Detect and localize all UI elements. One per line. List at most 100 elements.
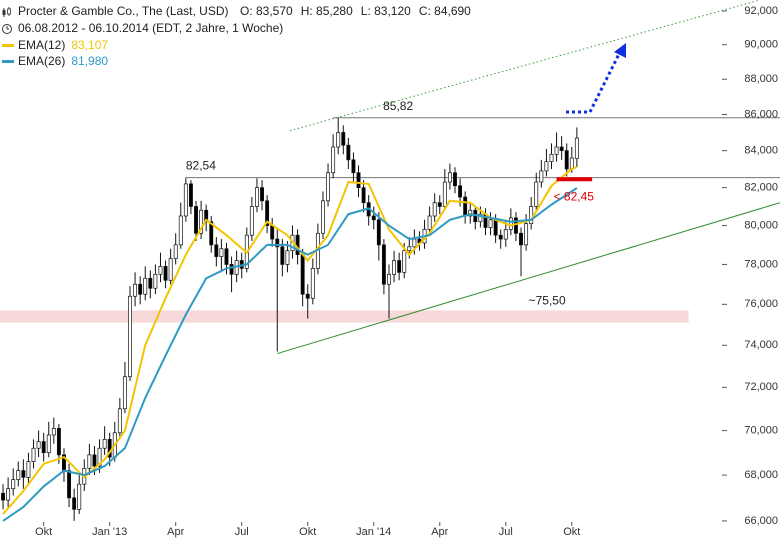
candle-body — [21, 470, 26, 478]
level-label: 82,54 — [186, 159, 216, 173]
candle-body — [331, 146, 336, 174]
candle-body — [72, 497, 77, 510]
candle-body — [229, 264, 234, 275]
y-tick-label: 82,000 — [744, 182, 778, 194]
x-tick-label: Apr — [431, 526, 448, 538]
candle-body — [26, 461, 31, 478]
candle-body — [493, 219, 498, 236]
candle-body — [173, 244, 178, 259]
x-tick-label: Apr — [167, 526, 184, 538]
candle-body — [153, 273, 158, 289]
candle-body — [214, 244, 219, 257]
candle-body — [432, 202, 437, 217]
y-tick-label: 88,000 — [744, 73, 778, 85]
legend-label: EMA(12) — [18, 38, 65, 52]
candle-body — [407, 246, 412, 252]
y-tick-label: 92,000 — [744, 5, 778, 17]
candle-body — [321, 200, 325, 234]
candle-body — [16, 470, 21, 480]
candle-body — [209, 221, 214, 246]
candle-body — [122, 376, 127, 410]
header-icons — [2, 7, 14, 63]
y-tick-label: 80,000 — [744, 219, 778, 231]
candle-body — [361, 187, 366, 204]
candle-body — [92, 454, 97, 467]
x-tick-label: Okt — [299, 526, 316, 538]
candle-body — [67, 470, 72, 499]
candle-body — [36, 441, 41, 449]
candle-body — [336, 132, 341, 148]
candle-body — [183, 183, 188, 217]
candle-body — [280, 246, 285, 265]
candle-body — [346, 144, 351, 161]
candle-body — [255, 187, 259, 207]
y-tick-label: 90,000 — [744, 39, 778, 51]
candle-body — [148, 277, 153, 289]
candle-body — [458, 185, 463, 198]
legend-value: 83,107 — [71, 38, 108, 52]
trendline — [277, 202, 780, 355]
y-tick-label: 68,000 — [744, 469, 778, 481]
candle-body — [163, 266, 168, 281]
candle-body — [117, 408, 122, 434]
candle-body — [376, 219, 381, 246]
candle-body — [56, 428, 61, 456]
candle-body — [275, 238, 280, 248]
candle-body — [260, 187, 264, 202]
candle-body — [326, 172, 330, 202]
candle-body — [194, 206, 198, 234]
candle-body — [77, 483, 82, 510]
candle-body — [574, 137, 579, 159]
candle-body — [488, 219, 493, 228]
candle-body — [402, 250, 407, 273]
candle-body — [453, 172, 457, 187]
candle-body — [498, 234, 503, 240]
candle-body — [534, 181, 539, 207]
candle-body — [341, 132, 346, 146]
candle-body — [569, 157, 574, 170]
candle-body — [158, 266, 163, 275]
y-tick-label: 74,000 — [744, 339, 778, 351]
candle-body — [387, 273, 391, 285]
ohlc-value: O: 83,570 — [240, 4, 293, 18]
candle-body — [97, 447, 102, 467]
y-tick-label: 72,000 — [744, 381, 778, 393]
candle-body — [478, 213, 483, 223]
candle-body — [442, 181, 447, 207]
forecast-arrow-head — [614, 43, 626, 58]
candle-body — [285, 250, 290, 265]
ohlc-value: C: 84,690 — [419, 4, 471, 18]
candle-body — [1, 492, 5, 501]
candle-body — [463, 196, 468, 217]
candle-body — [219, 248, 224, 257]
candle-body — [265, 200, 270, 226]
candle-body — [249, 206, 254, 236]
x-tick-label: Okt — [35, 526, 52, 538]
candle-body — [51, 428, 56, 436]
candle-body — [564, 150, 569, 170]
chart-subtitle: 06.08.2012 - 06.10.2014 (EDT, 2 Jahre, 1… — [18, 21, 283, 35]
candle-body — [397, 260, 402, 273]
candle-body — [524, 223, 529, 246]
candle-body — [41, 441, 46, 454]
x-tick-label: Jan '14 — [356, 526, 391, 538]
candle-body — [549, 153, 554, 163]
chart-title: Procter & Gamble Co., The (Last, USD) — [18, 4, 229, 18]
candle-body — [11, 479, 16, 490]
candle-body — [356, 172, 361, 188]
legend-label: EMA(26) — [18, 54, 65, 68]
candle-body — [46, 434, 51, 454]
x-tick-label: Okt — [563, 526, 580, 538]
candle-body — [224, 248, 229, 265]
candle-body — [427, 215, 432, 230]
trendline — [289, 0, 760, 132]
y-tick-label: 78,000 — [744, 258, 778, 270]
candle-body — [559, 146, 564, 152]
support-band — [0, 310, 689, 323]
candle-body — [138, 283, 143, 295]
candle-body — [519, 232, 523, 246]
ema-line — [2, 187, 578, 522]
candle-body — [128, 295, 132, 378]
